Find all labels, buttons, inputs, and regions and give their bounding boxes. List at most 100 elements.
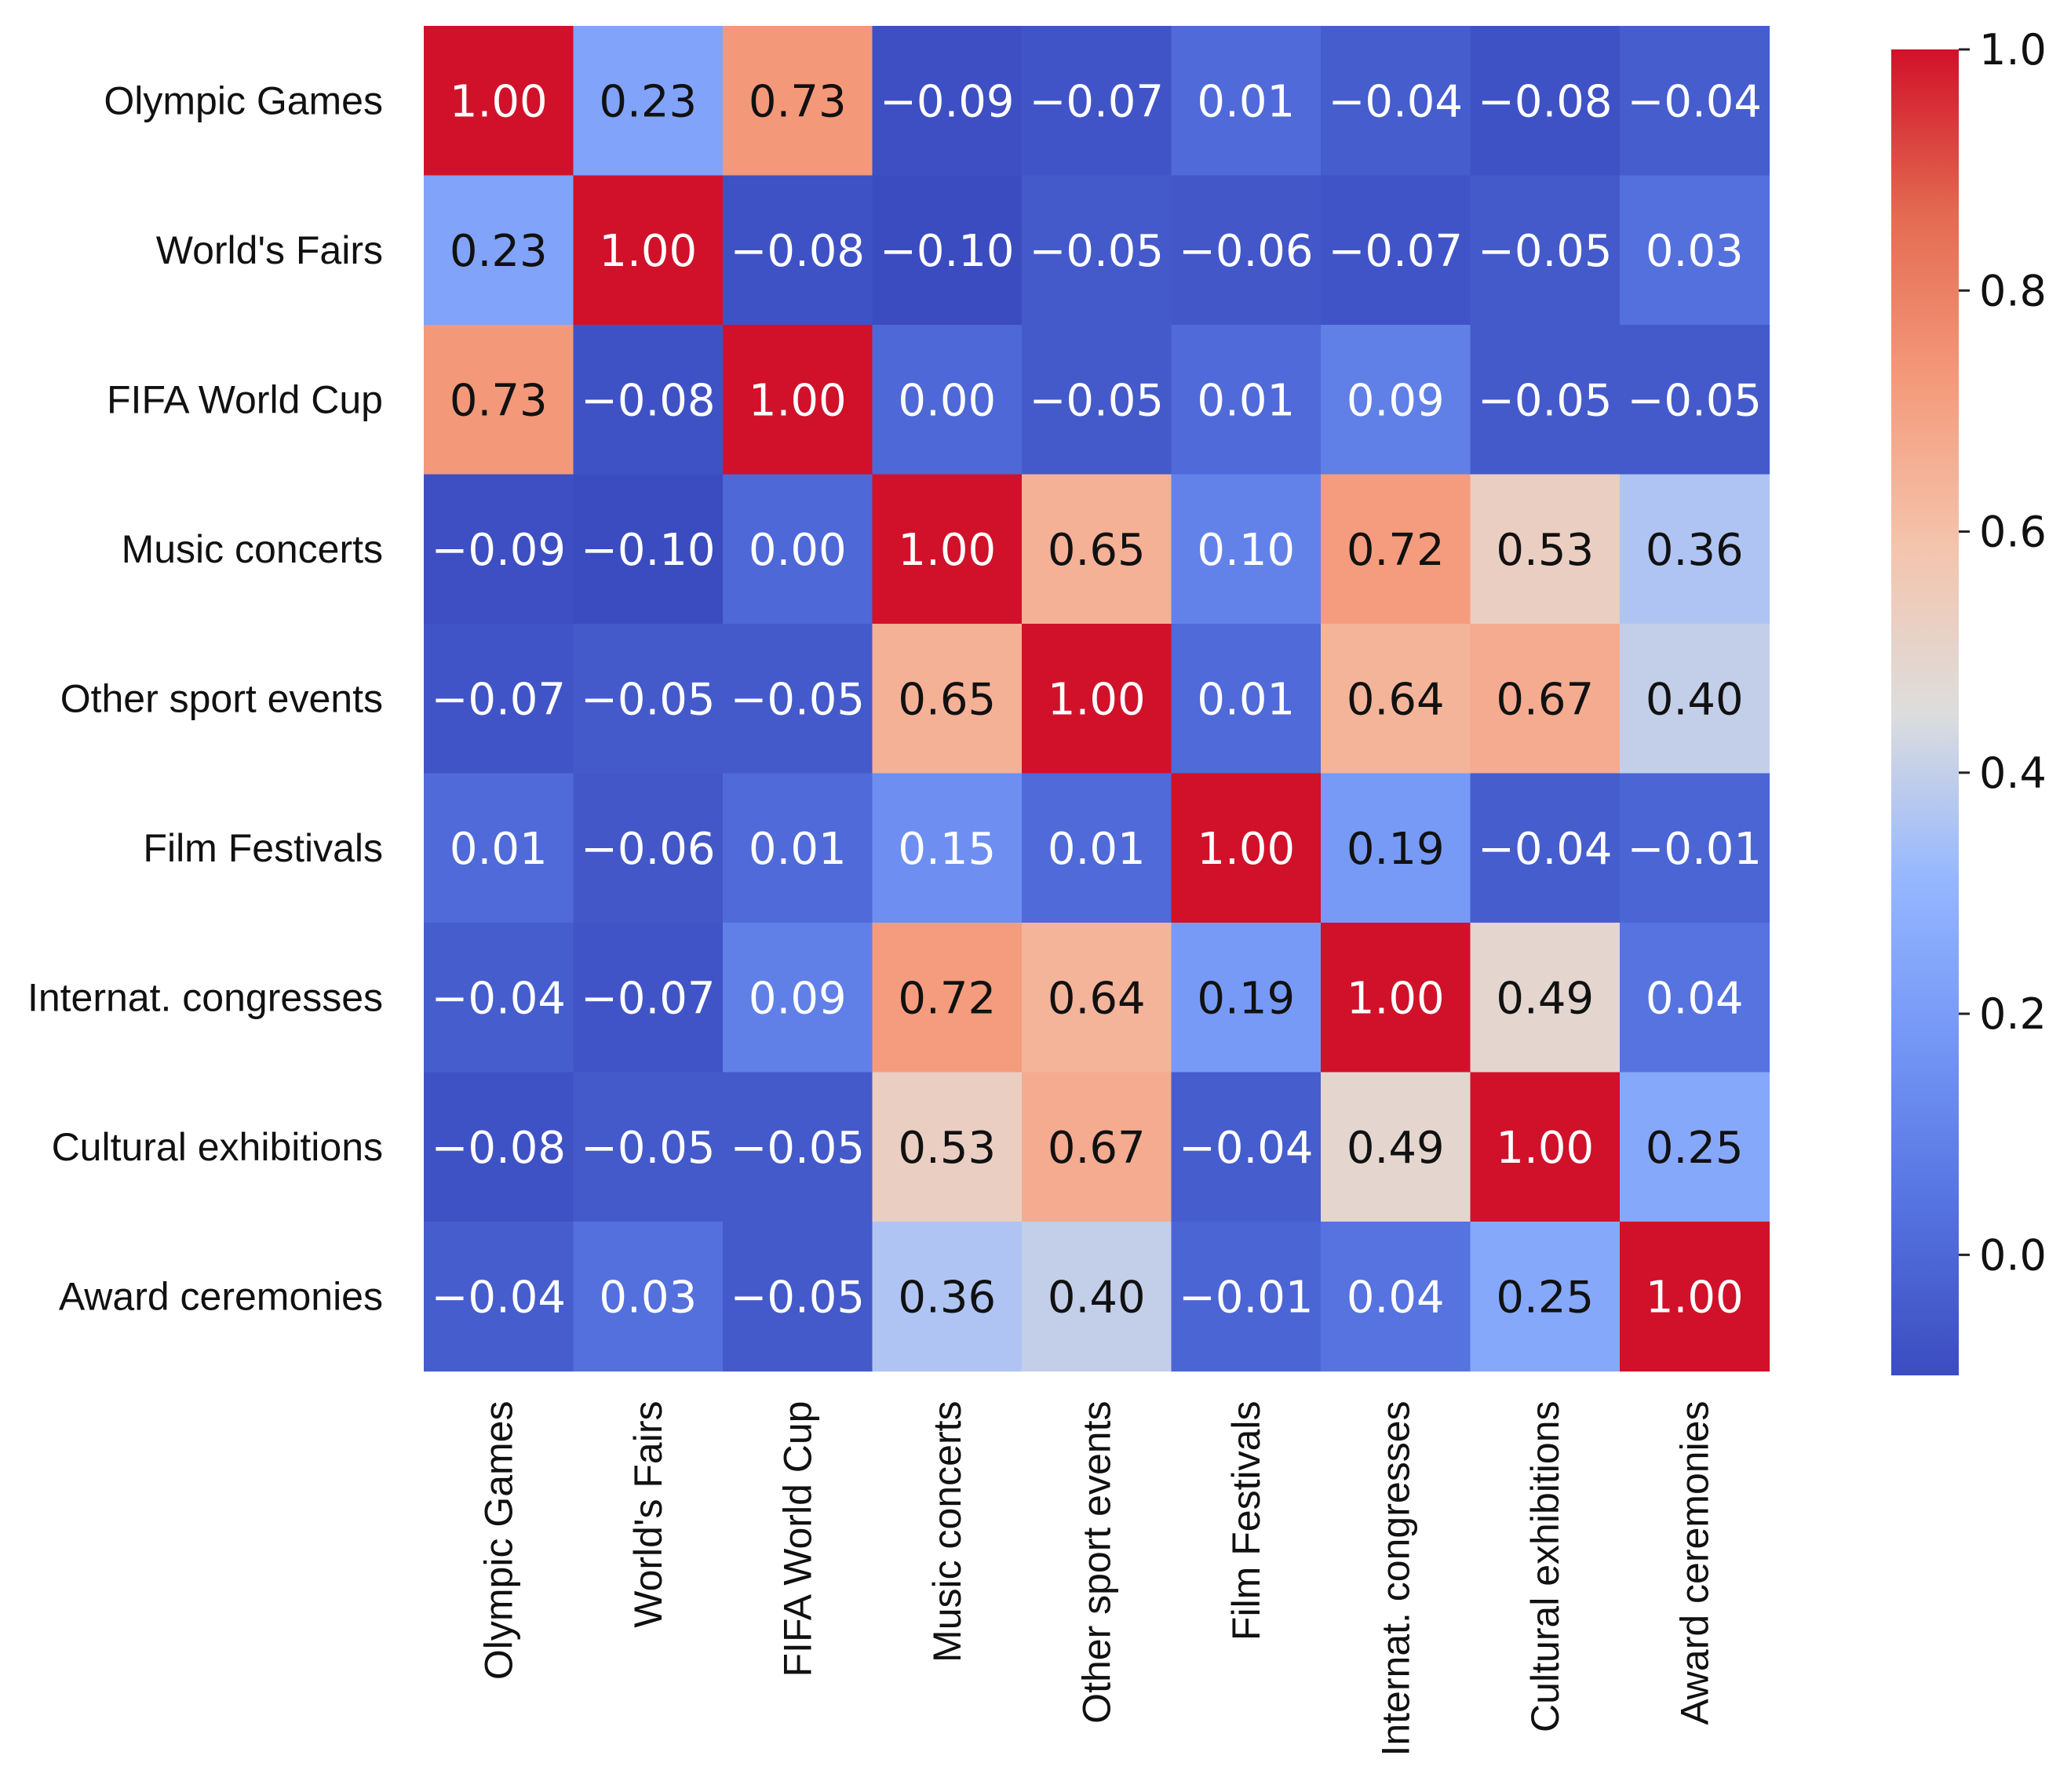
column-label-other-sport-events: Other sport events (1074, 1401, 1118, 1724)
heatmap-cell-3-6 (1321, 474, 1471, 625)
heatmap-cell-8-5 (1171, 1222, 1322, 1372)
column-label-internat-congresses: Internat. congresses (1373, 1401, 1417, 1757)
cell-annotation-8-8: 1.00 (1646, 1272, 1744, 1323)
heatmap-cell-8-0 (424, 1222, 574, 1372)
heatmap-cell-4-4 (1022, 624, 1172, 774)
cell-annotation-4-8: 0.40 (1646, 674, 1744, 725)
heatmap-cell-6-7 (1470, 923, 1621, 1073)
row-label-music-concerts: Music concerts (122, 527, 383, 571)
column-label-film-festivals: Film Festivals (1224, 1401, 1268, 1641)
row-label-cultural-exhibitions: Cultural exhibitions (52, 1125, 383, 1169)
column-label-world-s-fairs: World's Fairs (626, 1401, 670, 1628)
cell-annotation-5-3: 0.15 (898, 824, 996, 875)
heatmap-cell-1-8 (1620, 175, 1770, 326)
cell-annotation-0-6: −0.04 (1328, 76, 1463, 127)
cell-annotation-3-3: 1.00 (898, 525, 996, 576)
cell-annotation-8-7: 0.25 (1496, 1272, 1594, 1323)
heatmap-cell-2-1 (573, 325, 724, 475)
column-label-music-concerts: Music concerts (925, 1401, 969, 1663)
cell-annotation-5-1: −0.06 (581, 824, 716, 875)
heatmap-cell-5-1 (573, 773, 724, 923)
heatmap-cell-2-2 (723, 325, 873, 475)
heatmap-cell-4-0 (424, 624, 574, 774)
heatmap-cell-0-0 (424, 26, 574, 177)
row-label-fifa-world-cup: FIFA World Cup (107, 377, 383, 421)
row-label-world-s-fairs: World's Fairs (156, 228, 383, 272)
cell-annotation-4-4: 1.00 (1048, 674, 1146, 725)
cell-annotation-3-7: 0.53 (1496, 525, 1594, 576)
cell-annotation-3-1: −0.10 (581, 525, 716, 576)
cell-annotation-0-7: −0.08 (1478, 76, 1613, 127)
cell-annotation-2-4: −0.05 (1029, 375, 1164, 426)
cell-annotation-1-0: 0.23 (450, 226, 548, 277)
cell-annotation-0-5: 0.01 (1197, 76, 1295, 127)
cell-annotation-1-6: −0.07 (1328, 226, 1463, 277)
heatmap-cell-6-6 (1321, 923, 1471, 1073)
cell-annotation-1-1: 1.00 (599, 226, 697, 277)
heatmap-cell-0-2 (723, 26, 873, 177)
cell-annotation-7-7: 1.00 (1496, 1123, 1594, 1174)
heatmap-cell-7-0 (424, 1072, 574, 1222)
heatmap-cell-3-1 (573, 474, 724, 625)
heatmap-cell-6-1 (573, 923, 724, 1073)
cell-annotation-4-3: 0.65 (898, 674, 996, 725)
heatmap-cell-0-7 (1470, 26, 1621, 177)
cell-annotation-0-2: 0.73 (749, 76, 847, 127)
heatmap-cell-6-0 (424, 923, 574, 1073)
column-label-olympic-games: Olympic Games (476, 1401, 520, 1681)
cell-annotation-7-5: −0.04 (1179, 1123, 1314, 1174)
cell-annotation-6-6: 1.00 (1347, 973, 1445, 1024)
cell-annotation-2-6: 0.09 (1347, 375, 1445, 426)
cell-annotation-8-4: 0.40 (1048, 1272, 1146, 1323)
colorbar-tick-label-1: 0.2 (1979, 989, 2047, 1039)
colorbar-tick-label-2: 0.4 (1979, 748, 2047, 798)
heatmap-cell-6-8 (1620, 923, 1770, 1073)
heatmap-cell-4-8 (1620, 624, 1770, 774)
heatmap-cell-7-8 (1620, 1072, 1770, 1222)
cell-annotation-8-1: 0.03 (599, 1272, 697, 1323)
heatmap-cell-5-6 (1321, 773, 1471, 923)
cell-annotation-8-3: 0.36 (898, 1272, 996, 1323)
heatmap-cell-7-5 (1171, 1072, 1322, 1222)
heatmap-cell-0-1 (573, 26, 724, 177)
cell-annotation-5-5: 1.00 (1197, 824, 1295, 875)
heatmap-cell-4-6 (1321, 624, 1471, 774)
row-label-film-festivals: Film Festivals (143, 826, 383, 870)
heatmap-cell-3-3 (872, 474, 1023, 625)
heatmap-cell-1-1 (573, 175, 724, 326)
colorbar-tick-label-5: 1.0 (1979, 25, 2047, 75)
heatmap-cell-6-5 (1171, 923, 1322, 1073)
heatmap-cell-3-2 (723, 474, 873, 625)
heatmap-cell-8-1 (573, 1222, 724, 1372)
row-label-internat-congresses: Internat. congresses (27, 975, 383, 1019)
heatmap-cell-4-5 (1171, 624, 1322, 774)
cell-annotation-5-6: 0.19 (1347, 824, 1445, 875)
cell-annotation-5-0: 0.01 (450, 824, 548, 875)
heatmap-cell-5-5 (1171, 773, 1322, 923)
heatmap-cell-7-3 (872, 1072, 1023, 1222)
heatmap-cell-2-6 (1321, 325, 1471, 475)
cell-annotation-7-2: −0.05 (730, 1123, 865, 1174)
heatmap-cell-0-6 (1321, 26, 1471, 177)
row-label-award-ceremonies: Award ceremonies (59, 1274, 383, 1318)
cell-annotation-1-5: −0.06 (1179, 226, 1314, 277)
cell-annotation-4-2: −0.05 (730, 674, 865, 725)
cell-annotation-1-4: −0.05 (1029, 226, 1164, 277)
heatmap-cell-0-3 (872, 26, 1023, 177)
heatmap-cell-3-5 (1171, 474, 1322, 625)
cell-annotation-4-6: 0.64 (1347, 674, 1445, 725)
cell-annotation-2-1: −0.08 (581, 375, 716, 426)
heatmap-cell-4-3 (872, 624, 1023, 774)
cell-annotation-6-3: 0.72 (898, 973, 996, 1024)
cell-annotation-8-5: −0.01 (1179, 1272, 1314, 1323)
heatmap-cell-0-4 (1022, 26, 1172, 177)
cell-annotation-6-4: 0.64 (1048, 973, 1146, 1024)
colorbar: 0.0 0.2 0.4 0.6 0.8 1.0 (1891, 25, 2047, 1375)
cell-annotation-7-4: 0.67 (1048, 1123, 1146, 1174)
heatmap-cell-1-7 (1470, 175, 1621, 326)
cell-annotation-7-6: 0.49 (1347, 1123, 1445, 1174)
cell-annotation-6-7: 0.49 (1496, 973, 1594, 1024)
column-labels: Olympic Games World's Fairs FIFA World Cup… (476, 1401, 1716, 1757)
heatmap-cell-8-8 (1620, 1222, 1770, 1372)
column-label-fifa-world-cup: FIFA World Cup (775, 1401, 819, 1677)
